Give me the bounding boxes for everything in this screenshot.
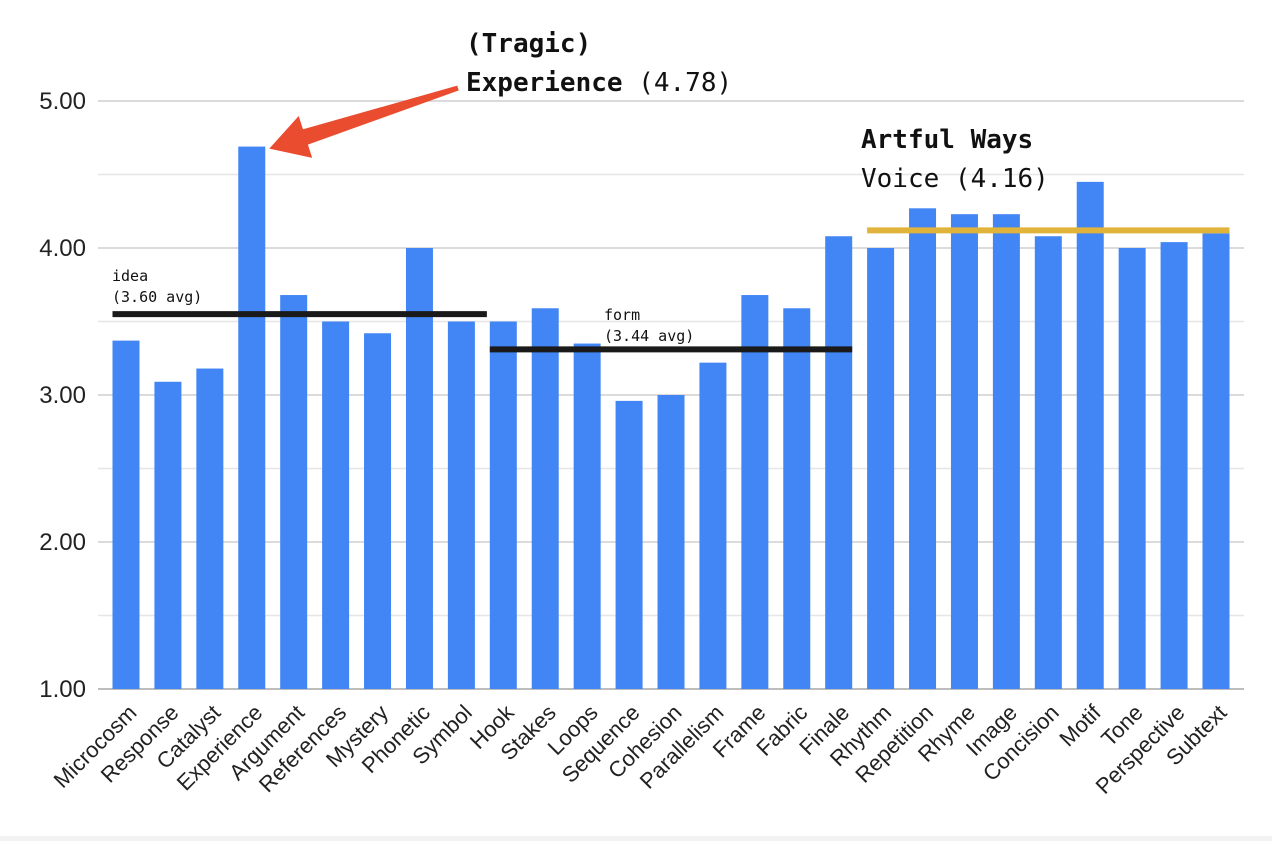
bar-hook — [489, 321, 517, 689]
bar-symbol — [447, 321, 475, 689]
bar-parallelism — [699, 362, 727, 689]
bar-fabric — [783, 308, 811, 689]
idea-average-text: (3.60 avg) — [112, 288, 202, 306]
bar-references — [322, 321, 350, 689]
bar-cohesion — [657, 395, 685, 689]
form-label: form — [604, 306, 640, 324]
bar-mystery — [364, 333, 392, 689]
x-tick-label: Motif — [1054, 699, 1106, 751]
bar-argument — [280, 295, 308, 689]
bar-response — [154, 381, 182, 689]
voice-annotation-label: Voice (4.16) — [861, 164, 1049, 194]
y-axis-ticks: 1.00 2.00 3.00 4.00 5.00 — [39, 88, 86, 703]
bars — [112, 146, 1230, 690]
bar-phonetic — [405, 248, 433, 689]
peak-annotation-line2: Experience (4.78) — [466, 68, 732, 98]
x-axis-labels: MicrocosmResponseCatalystExperienceArgum… — [49, 699, 1232, 799]
bar-concision — [1034, 236, 1062, 690]
bar-microcosm — [112, 340, 140, 689]
bar-tone — [1118, 248, 1146, 689]
bar-subtext — [1202, 233, 1230, 690]
y-tick-label: 1.00 — [39, 676, 86, 703]
bar-finale — [825, 236, 853, 690]
bar-catalyst — [196, 368, 224, 689]
y-tick-label: 5.00 — [39, 88, 86, 115]
bar-frame — [741, 295, 769, 689]
bar-rhythm — [867, 248, 895, 689]
y-tick-label: 4.00 — [39, 235, 86, 262]
form-average-text: (3.44 avg) — [604, 327, 694, 345]
bar-motif — [1076, 181, 1104, 689]
bottom-border — [0, 836, 1272, 841]
bar-perspective — [1160, 242, 1188, 689]
bar-experience — [238, 146, 266, 689]
bar-stakes — [531, 308, 559, 689]
bar-sequence — [615, 400, 643, 689]
peak-arrow — [269, 85, 459, 158]
idea-label: idea — [112, 267, 148, 285]
bar-image — [992, 214, 1020, 689]
y-tick-label: 2.00 — [39, 529, 86, 556]
peak-annotation-value: (4.78) — [638, 68, 732, 98]
peak-annotation-name: Experience — [466, 68, 623, 98]
bar-repetition — [909, 208, 937, 689]
bar-loops — [573, 343, 601, 689]
peak-annotation-line1: (Tragic) — [466, 29, 591, 59]
voice-annotation-title: Artful Ways — [861, 125, 1033, 155]
y-tick-label: 3.00 — [39, 382, 86, 409]
bar-rhyme — [950, 214, 978, 689]
